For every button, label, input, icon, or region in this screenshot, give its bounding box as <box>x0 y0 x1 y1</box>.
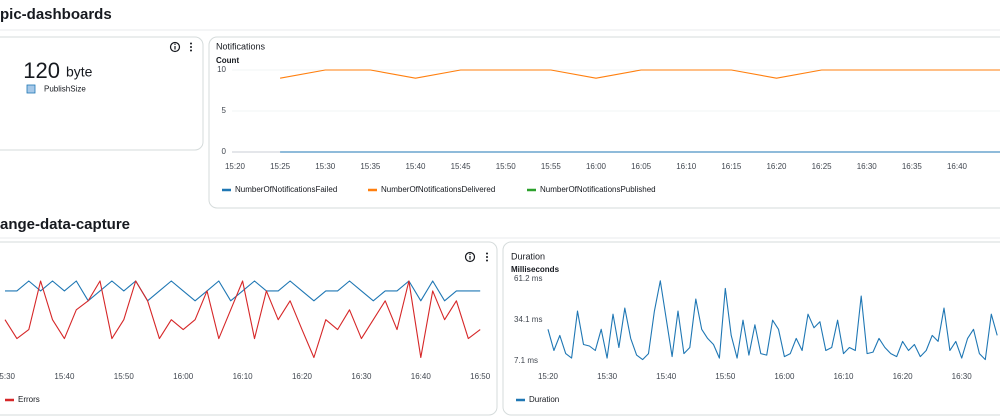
section-title: ange-data-capture <box>0 216 130 233</box>
y-tick-label: 5 <box>222 106 227 115</box>
y-tick-label: 10 <box>217 65 226 74</box>
y-axis-label: Count <box>216 56 239 65</box>
x-tick-label: 15:45 <box>451 162 472 171</box>
x-tick-label: 16:30 <box>952 372 973 381</box>
y-tick-label: 61.2 ms <box>514 274 542 283</box>
x-tick-label: 15:55 <box>541 162 562 171</box>
x-tick-label: 16:40 <box>947 162 968 171</box>
info-icon[interactable] <box>464 251 476 263</box>
metric-unit: byte <box>66 64 93 80</box>
section-title: pic-dashboards <box>0 6 112 23</box>
legend-label: NumberOfNotificationsPublished <box>540 185 656 194</box>
info-icon[interactable] <box>169 41 181 53</box>
x-tick-label: 16:30 <box>351 372 372 381</box>
x-tick-label: 15:40 <box>54 372 75 381</box>
x-tick-label: 15:30 <box>315 162 336 171</box>
menu-icon[interactable] <box>486 252 488 262</box>
x-tick-label: 15:20 <box>225 162 246 171</box>
x-tick-label: 15:50 <box>496 162 517 171</box>
series-line <box>4 280 481 359</box>
y-tick-label: 34.1 ms <box>514 315 542 324</box>
x-tick-label: 15:50 <box>114 372 135 381</box>
x-tick-label: 16:20 <box>893 372 914 381</box>
series-line <box>547 280 998 361</box>
x-tick-label: 16:10 <box>676 162 697 171</box>
x-tick-label: 15:20 <box>538 372 559 381</box>
x-tick-label: 15:40 <box>656 372 677 381</box>
widget-title: Notifications <box>216 41 266 51</box>
legend-label: Errors <box>18 395 40 404</box>
x-tick-label: 16:00 <box>586 162 607 171</box>
x-tick-label: 16:10 <box>233 372 254 381</box>
series-line <box>280 69 1000 79</box>
widget <box>0 36 204 151</box>
x-tick-label: 16:15 <box>721 162 742 171</box>
x-tick-label: 16:30 <box>857 162 878 171</box>
x-tick-label: 15:50 <box>715 372 736 381</box>
x-tick-label: 16:20 <box>292 372 313 381</box>
widget-title: Duration <box>511 251 545 261</box>
x-tick-label: 15:35 <box>360 162 381 171</box>
x-tick-label: 16:05 <box>631 162 652 171</box>
x-tick-label: 15:30 <box>597 372 618 381</box>
legend-swatch <box>26 84 36 94</box>
legend-label: NumberOfNotificationsDelivered <box>381 185 495 194</box>
y-tick-label: 0 <box>222 147 227 156</box>
x-tick-label: 15:40 <box>405 162 426 171</box>
x-tick-label: 16:20 <box>766 162 787 171</box>
x-tick-label: 16:10 <box>833 372 854 381</box>
x-tick-label: 16:40 <box>411 372 432 381</box>
y-axis-label: Milliseconds <box>511 265 560 274</box>
x-tick-label: 15:25 <box>270 162 291 171</box>
legend-label: Duration <box>529 395 559 404</box>
legend-label: NumberOfNotificationsFailed <box>235 185 337 194</box>
menu-icon[interactable] <box>190 42 192 52</box>
x-tick-label: 16:35 <box>902 162 923 171</box>
legend-label: PublishSize <box>44 85 86 94</box>
x-tick-label: 16:00 <box>774 372 795 381</box>
widget <box>502 241 1000 416</box>
y-tick-label: 7.1 ms <box>514 356 538 365</box>
widget <box>0 241 498 416</box>
x-tick-label: 16:50 <box>470 372 491 381</box>
series-line <box>5 280 481 302</box>
x-tick-label: 15:30 <box>0 372 16 381</box>
widget <box>208 36 1000 209</box>
x-tick-label: 16:00 <box>173 372 194 381</box>
metric-value: 120 <box>23 58 60 83</box>
x-tick-label: 16:25 <box>812 162 833 171</box>
